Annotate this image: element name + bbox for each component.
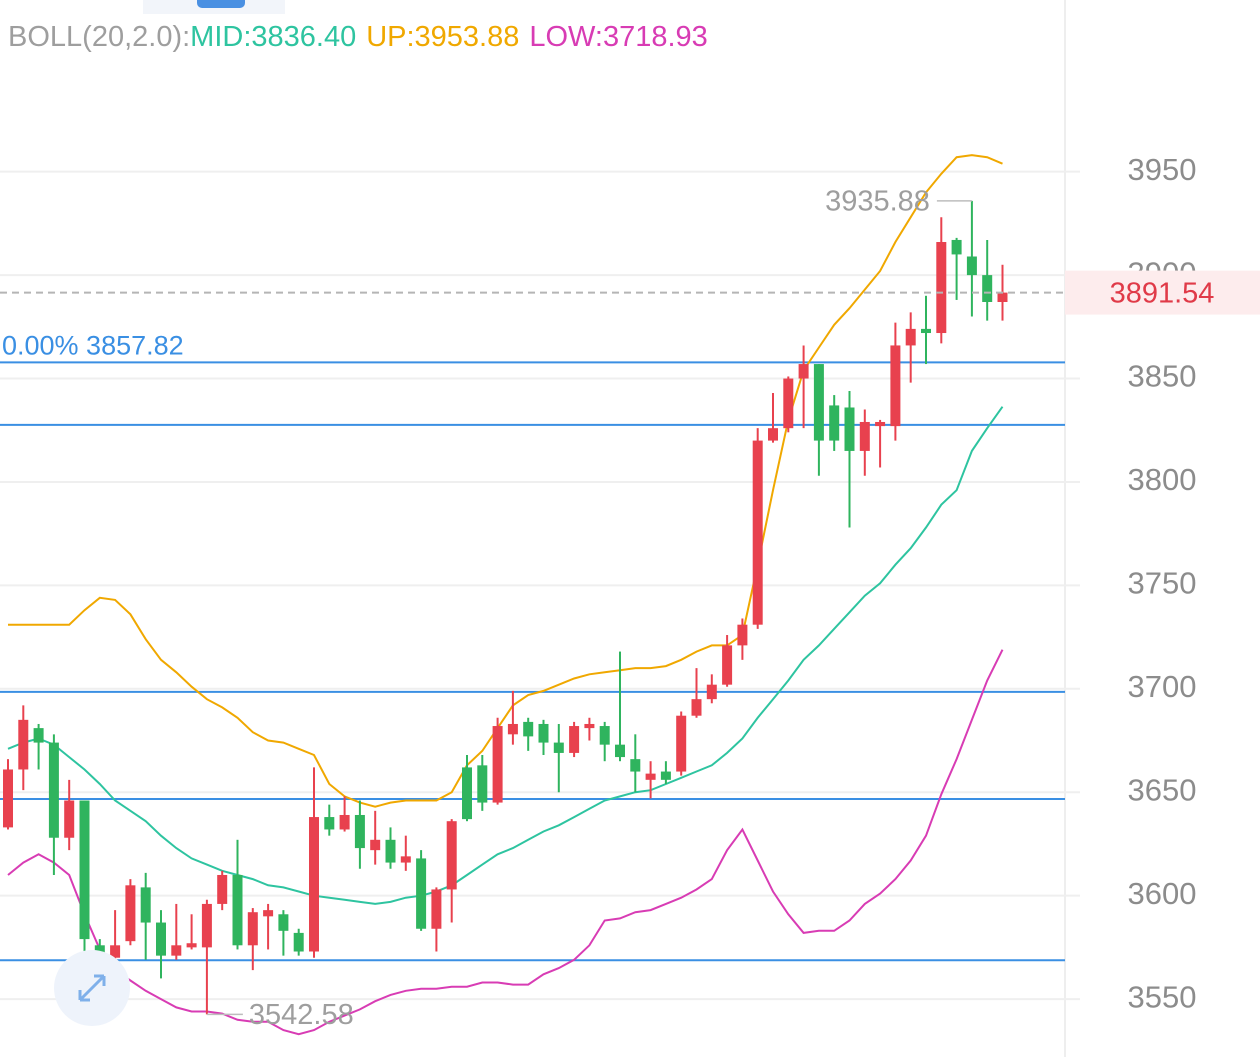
candle-body [768,428,778,441]
indicator-name: BOLL(20,2.0): [8,21,190,53]
candle-body [79,800,90,940]
candle-body [752,440,763,625]
candle-body [829,405,840,441]
candle-body [186,943,197,948]
candle-body [309,817,319,952]
candle-body [844,407,855,451]
legend-entry: MID:3836.40 [190,21,356,53]
y-tick-label: 3550 [1128,979,1197,1014]
level-label: 0.00% 3857.82 [2,330,184,360]
candle-body [951,239,962,255]
candle-body [722,645,733,685]
legend: BOLL(20,2.0):MID:3836.40 UP:3953.88 LOW:37… [8,21,708,53]
candle-body [569,726,580,753]
candle-body [737,624,748,646]
candle-body [293,932,304,952]
candle-body [416,858,427,929]
candle-body [278,914,289,931]
candle-body [538,723,549,743]
candle-body [462,767,472,820]
candle-body [890,345,901,427]
candle-body [676,715,687,772]
candle-body [232,874,243,946]
candle-body [201,903,212,948]
candle-body [813,364,824,441]
candle-body [859,421,870,451]
candle-body [385,839,396,863]
candle-body [982,275,993,302]
candle-body [339,814,350,830]
candle-body [125,885,136,942]
zoom-button[interactable] [54,950,130,1026]
candle-body [966,256,977,276]
candle-body [507,723,518,735]
candle-body [905,328,916,346]
candle-body [247,912,258,946]
candle-body [706,684,717,700]
candle-body [783,378,794,429]
candle-body [324,817,335,830]
candle-body [156,922,166,956]
candle-body [370,839,381,851]
candle-body [263,910,274,917]
candle-body [431,889,442,929]
candle-body [875,421,886,427]
y-tick-label: 3800 [1128,462,1197,497]
candle-body [645,773,656,780]
y-tick-label: 3750 [1128,566,1197,601]
candle-body [584,723,595,729]
candle-body [477,765,488,803]
candle-body [140,887,151,923]
candle-body [921,328,931,334]
candle-body [446,821,457,890]
legend-entry: LOW:3718.93 [529,21,707,53]
candle-body [217,874,228,904]
candle-body [553,742,564,753]
candle-body [798,364,809,379]
band-line [7,649,1004,1036]
candle-body [3,769,13,828]
candle-body [354,814,365,849]
min-label: 3542.58 [249,999,354,1031]
candle-body [64,800,75,838]
y-tick-label: 3650 [1128,772,1197,807]
candle-body [936,242,947,334]
candle-body [691,699,702,716]
y-tick-label: 3700 [1128,669,1197,704]
candle-body [523,721,534,737]
candle-body [171,945,182,956]
candle-body [400,856,411,863]
candle-body [599,726,610,745]
current-price-box [1065,270,1260,315]
y-tick-label: 3600 [1128,876,1197,911]
candle-body [615,744,625,758]
button-icon [78,974,106,1002]
candle-body [18,719,29,770]
candle-body [660,771,671,780]
candle-body [630,759,641,772]
band-line [7,406,1004,905]
candle-body [110,945,121,958]
candle-body [997,292,1008,302]
candle-body [33,728,44,743]
band-line [8,154,1003,808]
max-label: 3935.88 [825,186,930,218]
candle-body [48,742,59,838]
y-tick-label: 3850 [1128,359,1197,394]
tab-indicator[interactable] [197,0,245,8]
current-price-label: 3891.54 [1110,277,1215,309]
candle-body [492,726,503,803]
legend-entry: UP:3953.88 [366,21,519,53]
y-tick-label: 3950 [1128,152,1197,187]
